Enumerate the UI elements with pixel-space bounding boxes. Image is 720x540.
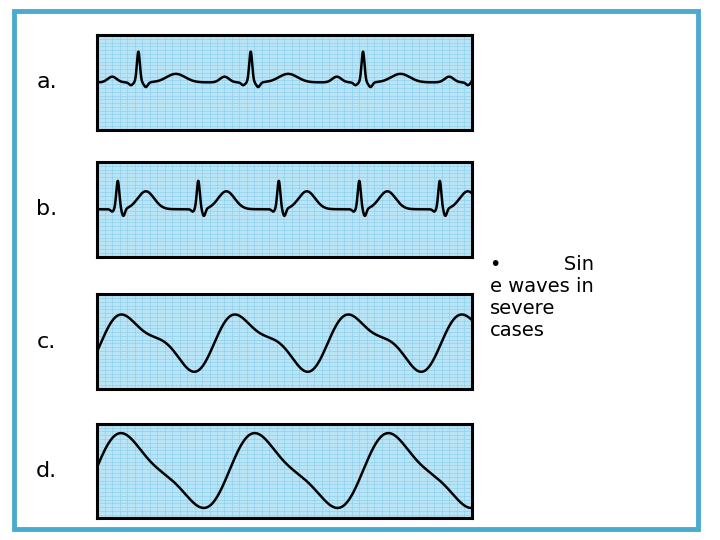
Text: a.: a.: [37, 72, 57, 92]
Text: c.: c.: [37, 332, 56, 352]
Text: b.: b.: [36, 199, 58, 219]
Text: d.: d.: [36, 461, 58, 481]
Text: •          Sin
e waves in
severe
cases: • Sin e waves in severe cases: [490, 254, 593, 340]
